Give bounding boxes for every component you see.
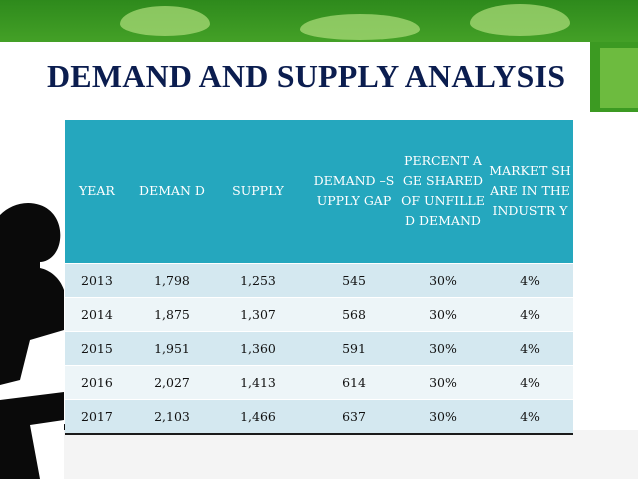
cell-year: 2014 (65, 296, 137, 331)
cell-year: 2017 (65, 398, 137, 435)
column-header-unfilled-share: PERCENT AGE SHARED OF UNFILLE D DEMAND (399, 120, 487, 263)
slide-title: DEMAND AND SUPPLY ANALYSIS (47, 58, 566, 94)
cell-gap: 637 (309, 398, 399, 435)
cell-supply: 1,360 (207, 330, 309, 365)
table-row: 2017 2,103 1,466 637 30% 4% (65, 398, 573, 435)
bottom-shadow (64, 430, 638, 479)
cell-demand: 1,798 (137, 262, 207, 297)
cell-unfilled-share: 30% (399, 296, 487, 331)
column-header-demand: DEMAN D (137, 120, 207, 263)
title-band (0, 42, 638, 120)
table-row: 2014 1,875 1,307 568 30% 4% (65, 296, 573, 331)
leaf-highlight (470, 4, 570, 36)
cell-market-share: 4% (487, 262, 573, 297)
cell-gap: 614 (309, 364, 399, 399)
leaf-highlight (300, 14, 420, 40)
cell-unfilled-share: 30% (399, 398, 487, 435)
column-header-year: YEAR (65, 120, 137, 263)
leaf-highlight (120, 6, 210, 36)
cell-market-share: 4% (487, 330, 573, 365)
table-row: 2015 1,951 1,360 591 30% 4% (65, 330, 573, 365)
column-header-market-share: MARKET SHARE IN THE INDUSTR Y (487, 120, 573, 263)
cell-demand: 1,951 (137, 330, 207, 365)
table-row: 2013 1,798 1,253 545 30% 4% (65, 262, 573, 297)
cell-gap: 545 (309, 262, 399, 297)
cell-market-share: 4% (487, 398, 573, 435)
table-row: 2016 2,027 1,413 614 30% 4% (65, 364, 573, 399)
cell-market-share: 4% (487, 296, 573, 331)
cell-supply: 1,253 (207, 262, 309, 297)
cell-gap: 568 (309, 296, 399, 331)
cell-demand: 2,103 (137, 398, 207, 435)
cell-demand: 1,875 (137, 296, 207, 331)
cell-unfilled-share: 30% (399, 262, 487, 297)
cell-gap: 591 (309, 330, 399, 365)
cell-supply: 1,413 (207, 364, 309, 399)
column-header-gap: DEMAND –SUPPLY GAP (309, 120, 399, 263)
person-silhouette-icon (0, 203, 64, 385)
column-header-supply: SUPPLY (207, 120, 309, 263)
cell-supply: 1,466 (207, 398, 309, 435)
cell-year: 2015 (65, 330, 137, 365)
cell-unfilled-share: 30% (399, 330, 487, 365)
cell-demand: 2,027 (137, 364, 207, 399)
desk-silhouette-icon (0, 392, 64, 479)
cell-supply: 1,307 (207, 296, 309, 331)
table-header-row: YEAR DEMAN D SUPPLY DEMAND –SUPPLY GAP P… (65, 120, 573, 263)
cell-market-share: 4% (487, 364, 573, 399)
cell-year: 2016 (65, 364, 137, 399)
cell-year: 2013 (65, 262, 137, 297)
green-accent-bar (600, 48, 638, 108)
demand-supply-table: YEAR DEMAN D SUPPLY DEMAND –SUPPLY GAP P… (65, 120, 573, 435)
cell-unfilled-share: 30% (399, 364, 487, 399)
